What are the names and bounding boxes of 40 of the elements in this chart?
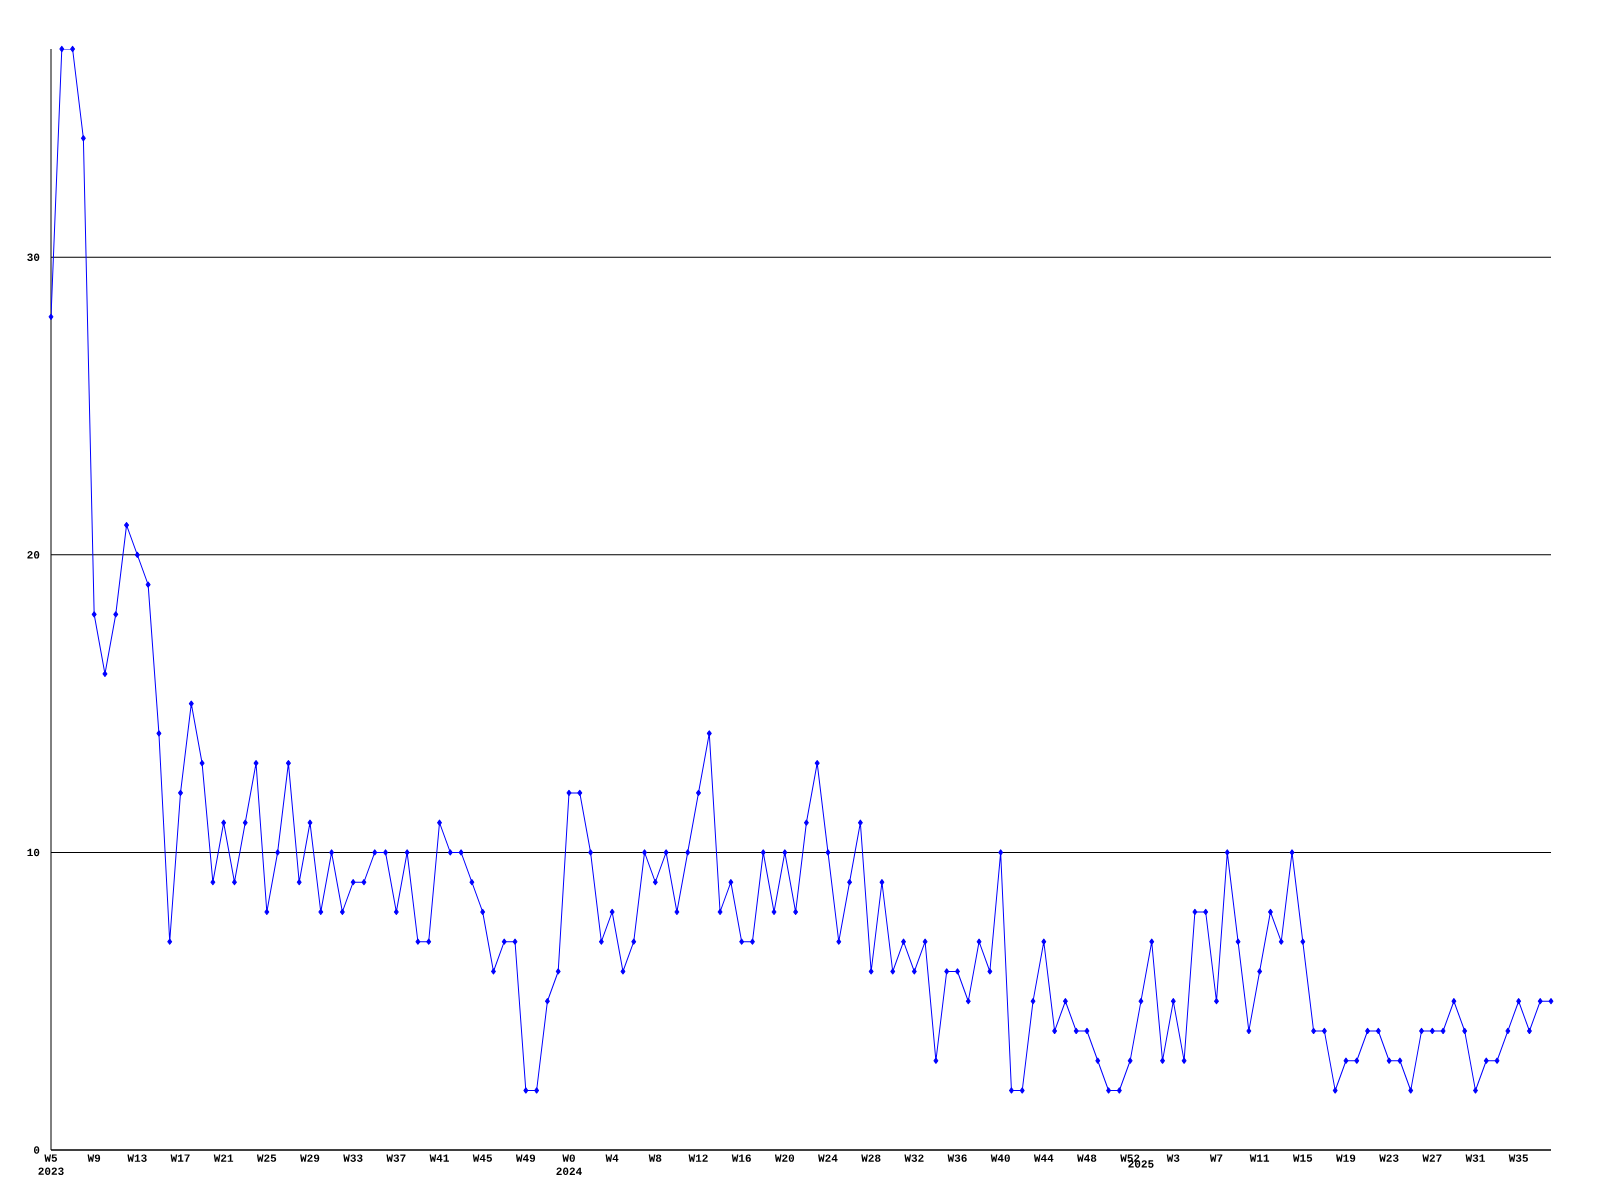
x-tick-label: W17	[170, 1154, 190, 1162]
x-tick-label: W52	[1120, 1154, 1140, 1162]
x-tick-label: W5 2023	[38, 1154, 64, 1175]
x-tick-label: W49	[515, 1154, 536, 1162]
y-tick-label: 20	[27, 551, 40, 559]
x-tick-label: W25	[256, 1154, 277, 1162]
x-tick-label: W3	[1166, 1154, 1180, 1162]
y-tick-label: 0	[33, 1146, 40, 1154]
x-tick-label: W21	[213, 1154, 234, 1162]
x-tick-label: W4	[605, 1154, 619, 1162]
x-tick-label: W13	[127, 1154, 147, 1162]
x-tick-label: W19	[1336, 1154, 1356, 1162]
x-tick-label: W28	[861, 1154, 881, 1162]
x-tick-label: W0 2024	[556, 1154, 582, 1176]
x-tick-label: W32	[904, 1154, 924, 1162]
x-tick-label: W9	[87, 1154, 101, 1162]
x-tick-label: W20	[774, 1154, 795, 1162]
x-tick-label: W37	[386, 1154, 406, 1162]
x-tick-label: W8	[648, 1154, 662, 1162]
x-tick-label: 2025	[1128, 1160, 1154, 1168]
x-tick-label: W7	[1209, 1154, 1223, 1162]
x-tick-label: W48	[1077, 1154, 1097, 1162]
y-tick-label: 10	[27, 848, 40, 857]
x-tick-label: W11	[1249, 1154, 1270, 1162]
x-tick-label: W44	[1033, 1154, 1054, 1162]
x-tick-label: W15	[1292, 1154, 1313, 1162]
x-tick-label: W23	[1379, 1154, 1399, 1162]
x-tick-label: W33	[343, 1154, 363, 1162]
x-tick-label: W36	[947, 1154, 967, 1162]
x-tick-label: W12	[688, 1154, 708, 1162]
x-tick-label: W41	[429, 1154, 449, 1162]
x-tick-label: W31	[1465, 1154, 1485, 1162]
x-tick-label: W24	[818, 1154, 838, 1162]
x-tick-label: W16	[731, 1154, 751, 1162]
x-tick-label: W35	[1508, 1154, 1528, 1162]
x-tick-label: W45	[472, 1154, 492, 1162]
x-tick-label: W40	[990, 1154, 1010, 1162]
y-tick-label: 30	[27, 253, 40, 262]
x-tick-label: W27	[1422, 1154, 1442, 1162]
x-tick-label: W29	[300, 1154, 320, 1162]
